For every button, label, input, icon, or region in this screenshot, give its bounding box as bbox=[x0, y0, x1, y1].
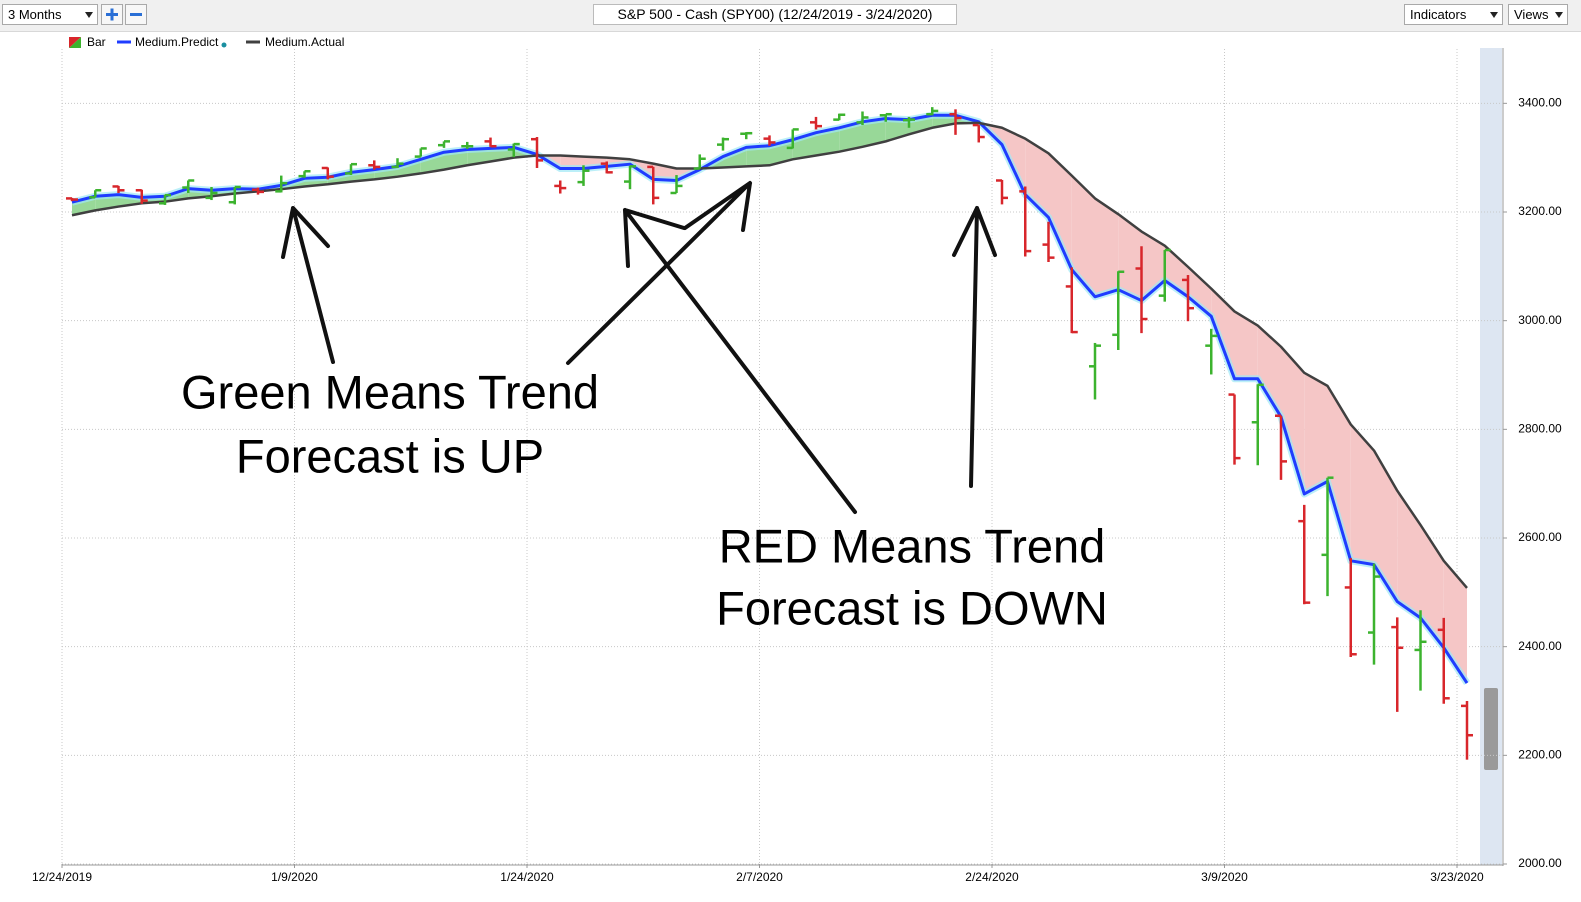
legend-label: Bar bbox=[87, 35, 106, 49]
views-label: Views bbox=[1514, 7, 1549, 22]
x-tick-label: 2/24/2020 bbox=[965, 870, 1019, 884]
period-select[interactable]: 3 Months bbox=[2, 4, 98, 25]
x-tick-label: 1/24/2020 bbox=[500, 870, 554, 884]
y-tick-label: 3000.00 bbox=[1518, 313, 1562, 327]
trend-fill bbox=[1304, 372, 1328, 494]
x-tick-label: 12/24/2019 bbox=[32, 870, 92, 884]
indicators-label: Indicators bbox=[1410, 7, 1467, 22]
trend-fill bbox=[1327, 385, 1351, 561]
trend-fill bbox=[1048, 153, 1072, 270]
toolbar: 3 Months S&P 500 - Cash (SPY00) (12/24/2… bbox=[0, 0, 1581, 32]
annotation: Forecast is UP bbox=[236, 429, 544, 482]
series-line bbox=[71, 121, 1468, 589]
legend-label: Medium.Actual bbox=[265, 35, 344, 49]
axes: 2000.00 2200.00 2400.00 2600.00 2800.00 3000.… bbox=[32, 96, 1562, 885]
arrows bbox=[281, 181, 997, 514]
minus-icon bbox=[130, 13, 142, 16]
annotation: Green Means Trend bbox=[181, 365, 599, 418]
views-select[interactable]: Views bbox=[1508, 4, 1568, 25]
x-tick-label: 3/23/2020 bbox=[1430, 870, 1484, 884]
bars bbox=[66, 107, 1473, 760]
y-tick-label: 2400.00 bbox=[1518, 639, 1562, 653]
zoom-out-button[interactable] bbox=[125, 4, 147, 25]
trend-fill bbox=[1350, 424, 1374, 565]
trend-fill bbox=[746, 145, 770, 167]
scroll-thumb[interactable] bbox=[1484, 688, 1498, 770]
trend-fill bbox=[1397, 490, 1421, 618]
legend: Bar Medium.Predict Medium.Actual bbox=[69, 35, 344, 49]
y-tick-label: 2600.00 bbox=[1518, 530, 1562, 544]
chart-title: S&P 500 - Cash (SPY00) (12/24/2019 - 3/2… bbox=[593, 4, 957, 25]
y-tick-label: 3400.00 bbox=[1518, 96, 1562, 110]
plus-icon bbox=[106, 8, 118, 21]
trend-fill bbox=[1095, 198, 1119, 297]
legend-bar-icon bbox=[69, 37, 81, 48]
future-zone bbox=[1480, 48, 1502, 865]
arrow bbox=[566, 181, 752, 365]
grid bbox=[61, 49, 1503, 865]
trend-fill bbox=[1257, 325, 1281, 417]
trend-fill bbox=[1188, 266, 1212, 317]
trend-fill bbox=[1071, 175, 1095, 297]
arrow bbox=[952, 206, 997, 488]
x-tick-label: 2/7/2020 bbox=[736, 870, 783, 884]
trend-fill bbox=[862, 118, 886, 147]
zoom-in-button[interactable] bbox=[101, 4, 123, 25]
legend-label: Medium.Predict bbox=[135, 35, 219, 49]
x-tick-label: 3/9/2020 bbox=[1201, 870, 1248, 884]
arrow bbox=[623, 208, 857, 514]
trend-fill bbox=[1118, 214, 1142, 301]
trend-fill bbox=[1281, 346, 1305, 494]
annotation: Forecast is DOWN bbox=[716, 581, 1108, 634]
indicators-select[interactable]: Indicators bbox=[1404, 4, 1503, 25]
annotation: RED Means Trend bbox=[719, 519, 1106, 572]
arrow bbox=[281, 206, 335, 364]
trend-fill bbox=[1374, 450, 1398, 602]
trend-fill bbox=[1420, 524, 1444, 648]
y-tick-label: 2000.00 bbox=[1518, 856, 1562, 870]
y-tick-label: 2800.00 bbox=[1518, 422, 1562, 436]
period-label: 3 Months bbox=[8, 7, 62, 22]
trend-fill bbox=[1234, 311, 1258, 379]
legend-dot bbox=[221, 42, 227, 48]
y-tick-label: 2200.00 bbox=[1518, 748, 1562, 762]
x-tick-label: 1/9/2020 bbox=[271, 870, 318, 884]
y-tick-label: 3200.00 bbox=[1518, 204, 1562, 218]
